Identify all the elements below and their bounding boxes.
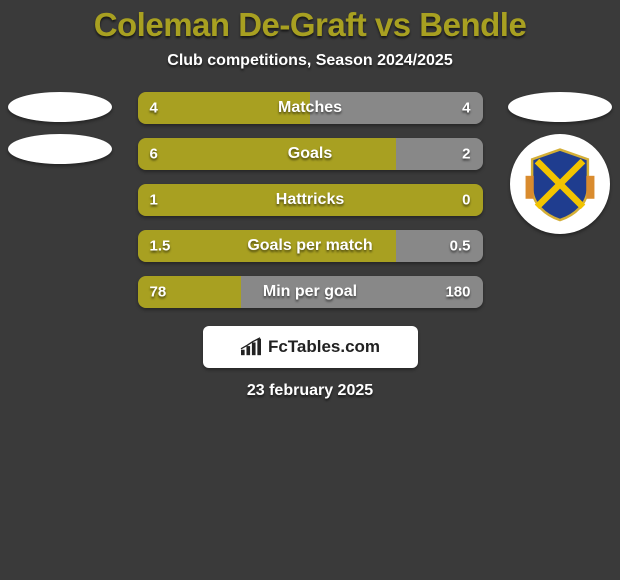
- stat-bars: 4 4 Matches 6 2 Goals 1 0 Hattricks 1.5 0.5 Goals p…: [138, 92, 483, 308]
- stat-metric-label: Min per goal: [263, 283, 357, 301]
- stat-value-right: 0.5: [450, 238, 471, 255]
- stat-metric-label: Hattricks: [276, 191, 344, 209]
- stat-value-right: 180: [445, 284, 470, 301]
- stat-value-right: 0: [462, 192, 470, 209]
- brand-text: FcTables.com: [268, 337, 380, 357]
- stat-value-right: 2: [462, 146, 470, 163]
- stat-value-left: 6: [150, 146, 158, 163]
- right-player-crest: [510, 134, 610, 234]
- comparison-panel: 4 4 Matches 6 2 Goals 1 0 Hattricks 1.5 0.5 Goals p…: [0, 92, 620, 308]
- stat-metric-label: Matches: [278, 99, 342, 117]
- left-player-logo-placeholder-1: [8, 92, 112, 122]
- stat-metric-label: Goals per match: [247, 237, 372, 255]
- stat-row: 1.5 0.5 Goals per match: [138, 230, 483, 262]
- stat-metric-label: Goals: [288, 145, 332, 163]
- stat-value-left: 1.5: [150, 238, 171, 255]
- brand-box: FcTables.com: [203, 326, 418, 368]
- right-player-column: [500, 92, 620, 234]
- bar-chart-icon: [240, 337, 262, 357]
- right-player-logo-placeholder: [508, 92, 612, 122]
- stat-row: 4 4 Matches: [138, 92, 483, 124]
- stat-bar-left: [138, 138, 397, 170]
- date-text: 23 february 2025: [0, 382, 620, 400]
- crest-icon: [519, 143, 601, 225]
- subtitle: Club competitions, Season 2024/2025: [0, 52, 620, 70]
- left-player-logo-placeholder-2: [8, 134, 112, 164]
- stat-value-left: 4: [150, 100, 158, 117]
- stat-row: 6 2 Goals: [138, 138, 483, 170]
- page-title: Coleman De-Graft vs Bendle: [0, 0, 620, 44]
- stat-value-left: 1: [150, 192, 158, 209]
- stat-value-right: 4: [462, 100, 470, 117]
- stat-row: 1 0 Hattricks: [138, 184, 483, 216]
- stat-value-left: 78: [150, 284, 167, 301]
- stat-row: 78 180 Min per goal: [138, 276, 483, 308]
- left-player-column: [0, 92, 120, 164]
